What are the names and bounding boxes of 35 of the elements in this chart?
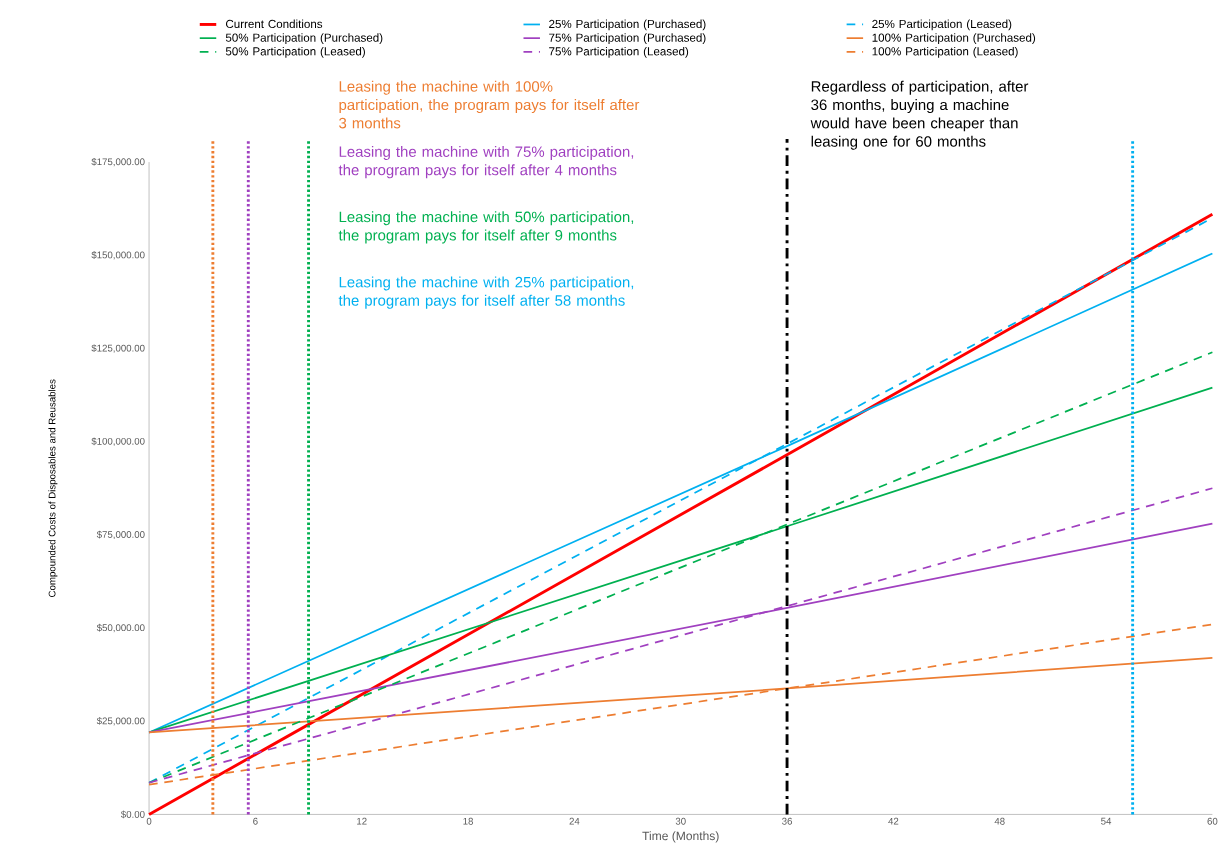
annotation: Leasing the machine with 50% participation, the program pays for itself after 9 months bbox=[338, 211, 634, 244]
legend-label: 50% Participation (Purchased) bbox=[225, 33, 383, 45]
y-tick-label: $175,000.00 bbox=[91, 157, 145, 167]
x-tick-label: 42 bbox=[888, 817, 899, 825]
text: Regardless of participation, after 36 months, buying a machine would have been cheaper than leasing one for 60 months bbox=[810, 80, 1029, 150]
y-tick-label: $50,000.00 bbox=[96, 623, 145, 633]
text: Leasing the machine with 100% participation, the program pays for itself after 3 months bbox=[339, 80, 640, 129]
legend-label: 50% Participation (Leased) bbox=[225, 46, 365, 58]
x-tick-label: 6 bbox=[253, 817, 258, 825]
legend-label: 75% Participation (Purchased) bbox=[549, 33, 706, 45]
x-tick-label: 24 bbox=[569, 817, 580, 825]
x-axis-title: Time (Months) bbox=[642, 831, 719, 843]
annotation: Leasing the machine with 25% participation, the program pays for itself after 58 months bbox=[338, 276, 634, 309]
legend-label: 100% Participation (Leased) bbox=[872, 46, 1018, 58]
legend-label: Current Conditions bbox=[226, 19, 323, 29]
annotation: Leasing the machine with 75% participation, the program pays for itself after 4 months bbox=[338, 146, 634, 179]
y-tick-label: $75,000.00 bbox=[96, 530, 145, 540]
legend-label: 75% Participation (Leased) bbox=[549, 46, 689, 58]
y-tick-label: $150,000.00 bbox=[91, 251, 145, 260]
y-tick-label: $100,000.00 bbox=[91, 437, 145, 446]
x-tick-label: 48 bbox=[994, 817, 1005, 825]
y-tick-label: $125,000.00 bbox=[91, 344, 145, 353]
legend-label: 25% Participation (Purchased) bbox=[549, 19, 706, 31]
y-axis-title: Compounded Costs of Disposables and Reusables bbox=[48, 379, 58, 597]
x-tick-label: 30 bbox=[675, 817, 686, 825]
legend-label: 25% Participation (Leased) bbox=[872, 19, 1012, 31]
x-tick-label: 60 bbox=[1207, 817, 1218, 825]
x-tick-label: 12 bbox=[357, 817, 367, 825]
y-tick-label: $0.00 bbox=[120, 810, 145, 819]
y-tick-label: $25,000.00 bbox=[96, 717, 145, 726]
x-tick-label: 0 bbox=[146, 817, 152, 825]
x-tick-label: 36 bbox=[782, 817, 792, 825]
x-tick-label: 54 bbox=[1101, 817, 1112, 825]
x-tick-label: 18 bbox=[463, 817, 473, 825]
legend-label: 100% Participation (Purchased) bbox=[872, 33, 1036, 45]
